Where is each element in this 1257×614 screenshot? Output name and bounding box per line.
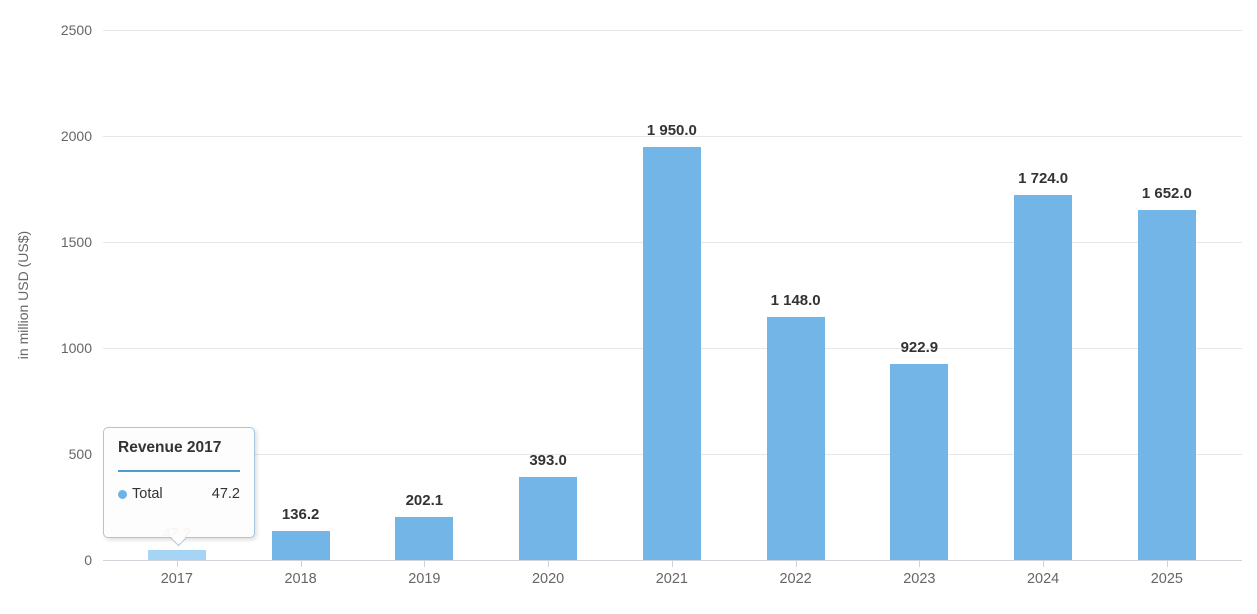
bar-2019[interactable] — [395, 517, 454, 560]
tooltip-caret-icon — [170, 530, 187, 546]
data-label-2020: 393.0 — [529, 452, 567, 469]
x-axis-tick — [1043, 561, 1045, 567]
tooltip-divider — [118, 470, 240, 472]
x-axis-tick — [300, 561, 302, 567]
tooltip-value: 47.2 — [211, 486, 240, 502]
x-axis-label-2023: 2023 — [903, 571, 936, 587]
bar-2020[interactable] — [519, 477, 578, 560]
y-axis-tick-label: 1500 — [60, 234, 92, 250]
data-label-2024: 1 724.0 — [1018, 170, 1069, 187]
series-marker-icon — [118, 489, 127, 499]
tooltip-series-row: Total 47.2 — [118, 486, 240, 502]
x-axis-line — [103, 560, 1242, 561]
tooltip-series-label: Total — [132, 486, 163, 502]
data-label-2021: 1 950.0 — [646, 122, 697, 139]
data-label-2019: 202.1 — [405, 492, 444, 509]
x-axis-tick — [548, 561, 550, 567]
x-axis-label-2017: 2017 — [160, 571, 193, 587]
y-axis-tick-label: 0 — [84, 552, 92, 568]
bar-2023[interactable] — [890, 364, 949, 560]
tooltip: Revenue 2017 Total 47.2 — [103, 427, 255, 546]
x-axis-label-2019: 2019 — [408, 571, 441, 587]
data-label-2018: 136.2 — [281, 506, 320, 523]
x-axis-label-2020: 2020 — [531, 571, 565, 587]
x-axis-tick — [1166, 561, 1168, 567]
x-axis-label-2021: 2021 — [655, 571, 688, 587]
y-axis-tick-label: 1000 — [60, 340, 92, 356]
x-axis-label-2025: 2025 — [1150, 571, 1183, 587]
x-axis-tick — [176, 561, 178, 567]
bar-2018[interactable] — [271, 531, 330, 560]
x-axis-tick — [671, 561, 673, 567]
data-label-2025: 1 652.0 — [1141, 185, 1192, 202]
bar-2021[interactable] — [642, 147, 701, 560]
gridline-y-2500 — [103, 30, 1242, 31]
y-axis-tick-label: 2000 — [60, 128, 92, 144]
x-axis-label-2022: 2022 — [779, 571, 812, 587]
bar-2025[interactable] — [1137, 210, 1196, 560]
gridline-y-2000 — [103, 136, 1242, 137]
x-axis-tick — [919, 561, 921, 567]
bar-2024[interactable] — [1014, 195, 1073, 560]
x-axis-label-2024: 2024 — [1026, 571, 1060, 587]
y-axis-tick-label: 2500 — [60, 22, 92, 38]
bar-2022[interactable] — [766, 317, 825, 560]
data-label-2022: 1 148.0 — [770, 292, 821, 309]
y-axis-tick-label: 500 — [68, 446, 92, 462]
x-axis-label-2018: 2018 — [284, 571, 317, 587]
data-label-2023: 922.9 — [900, 339, 939, 356]
bar-2017[interactable] — [147, 550, 206, 560]
x-axis-tick — [424, 561, 426, 567]
x-axis-tick — [795, 561, 797, 567]
tooltip-title: Revenue 2017 — [118, 439, 222, 456]
